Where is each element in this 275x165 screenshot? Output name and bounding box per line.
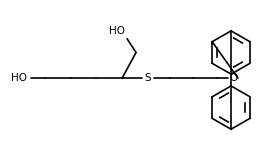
Text: O: O: [229, 73, 237, 83]
Text: HO: HO: [109, 26, 125, 36]
Text: S: S: [145, 73, 151, 83]
Text: HO: HO: [11, 73, 27, 83]
